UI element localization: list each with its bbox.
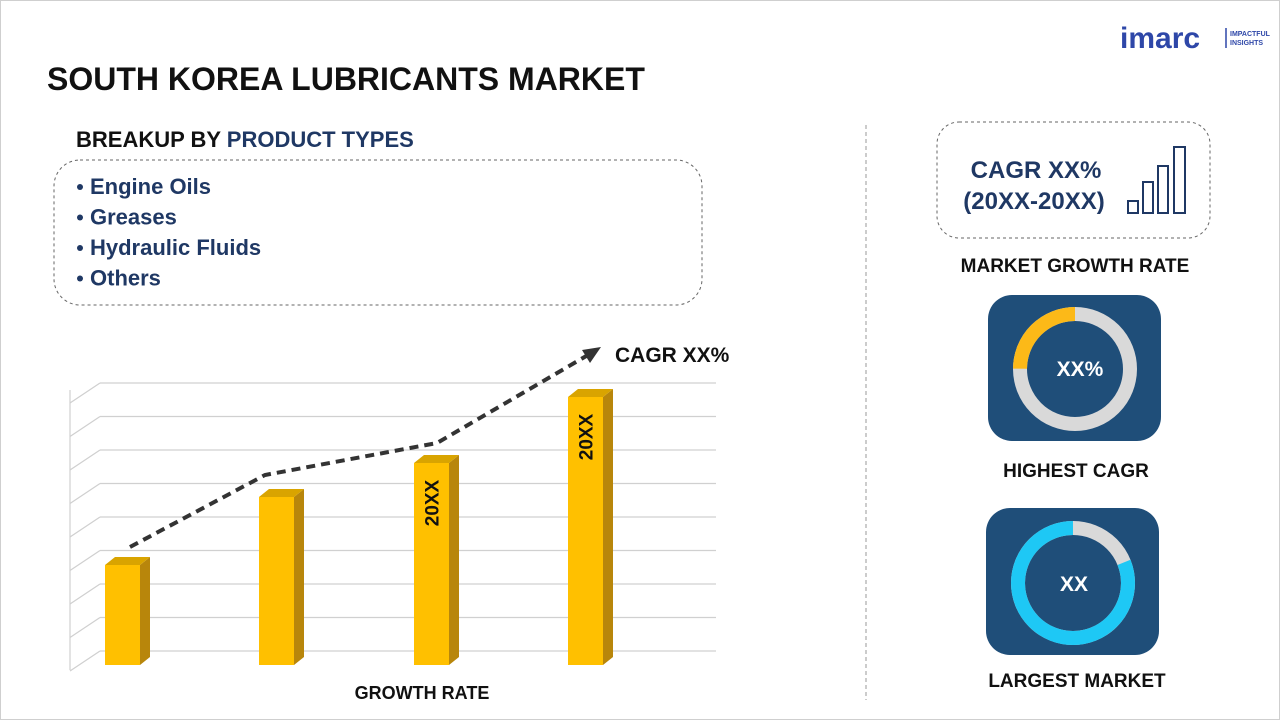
heading-highlight: PRODUCT TYPES xyxy=(227,127,414,152)
trend-arrowhead xyxy=(582,347,601,363)
axis-label: GROWTH RATE xyxy=(355,683,490,703)
bar-top xyxy=(259,489,304,497)
grid-edge xyxy=(69,617,101,638)
bar-face xyxy=(414,463,449,665)
bullet xyxy=(77,245,83,251)
card-caption: MARKET GROWTH RATE xyxy=(961,256,1190,277)
donut-arc xyxy=(1013,307,1137,431)
logo-tagline: IMPACTFUL xyxy=(1230,31,1271,38)
logo: imarc IMPACTFUL INSIGHTS xyxy=(1120,22,1271,55)
bar-top xyxy=(568,389,613,397)
heading-label: BREAKUP BY xyxy=(76,127,221,152)
logo-tagline: INSIGHTS xyxy=(1230,40,1263,47)
grid-edge xyxy=(69,516,101,538)
bar-top xyxy=(105,557,150,565)
card-text: (20XX-20XX) xyxy=(963,188,1104,215)
chart-grid xyxy=(69,382,716,672)
bar-label: 20XX xyxy=(577,413,598,460)
grid-edge xyxy=(69,550,101,571)
bar-face xyxy=(259,497,294,665)
bullet xyxy=(77,184,83,190)
tile-text: XX xyxy=(1060,573,1088,596)
logo-name: imarc xyxy=(1120,22,1200,55)
bar-label: 20XX xyxy=(423,479,444,526)
trend-line xyxy=(129,353,590,549)
list-item: Engine Oils xyxy=(90,174,211,199)
tile-text: XX% xyxy=(1057,358,1104,381)
bullet xyxy=(77,275,83,282)
page-title: SOUTH KOREA LUBRICANTS MARKET xyxy=(47,61,645,97)
section-heading: BREAKUP BY PRODUCT TYPES xyxy=(76,127,414,152)
grid-edge xyxy=(69,650,101,672)
grid-edge xyxy=(69,382,101,404)
grid-edge xyxy=(69,483,101,504)
bar-face xyxy=(568,397,603,665)
bars: 20XX 20XX xyxy=(105,389,613,665)
list-item: Greases xyxy=(90,205,177,230)
card-caption: HIGHEST CAGR xyxy=(1003,461,1149,482)
bullet xyxy=(77,214,83,221)
list-item: Others xyxy=(90,266,161,291)
trend-label: CAGR XX% xyxy=(615,344,730,367)
list-box xyxy=(53,159,703,306)
cagr-card xyxy=(936,121,1211,239)
bar-face xyxy=(105,565,140,665)
grid-edge xyxy=(69,583,101,605)
bar-top xyxy=(414,455,459,463)
donut-arc xyxy=(1011,521,1135,645)
bar-side xyxy=(140,557,150,665)
card-text: CAGR XX% xyxy=(971,157,1102,184)
list-item: Hydraulic Fluids xyxy=(90,235,261,260)
grid-edge xyxy=(69,416,101,437)
bar-side xyxy=(449,455,459,665)
bar-side xyxy=(603,389,613,665)
growth-icon xyxy=(1127,146,1186,214)
grid-edge xyxy=(69,449,101,471)
item-list: Engine Oils Greases Hydraulic Fluids Others xyxy=(77,174,261,291)
bar-side xyxy=(294,489,304,665)
card-caption: LARGEST MARKET xyxy=(988,671,1166,692)
